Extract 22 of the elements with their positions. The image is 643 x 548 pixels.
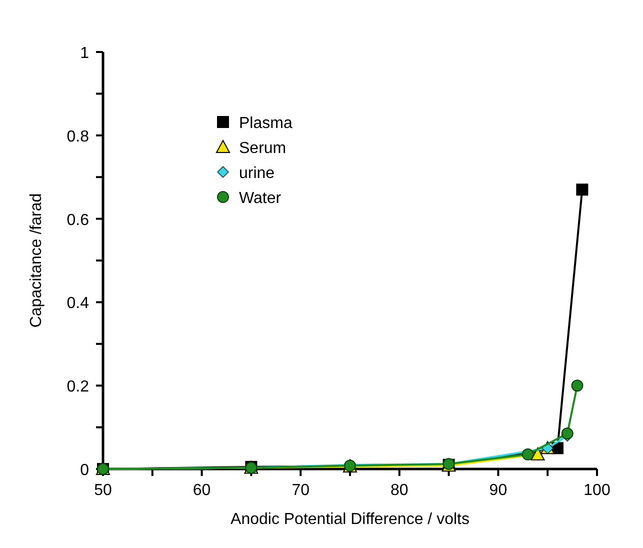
point <box>530 447 545 460</box>
x-tick-label: 80 <box>390 482 408 499</box>
y-tick-label: 0.6 <box>66 212 90 229</box>
x-axis-title: Anodic Potential Difference / volts <box>230 511 470 528</box>
point <box>571 380 584 392</box>
y-tick-label: 0.8 <box>66 128 90 146</box>
point <box>522 448 534 460</box>
x-tick-label: 50 <box>94 482 112 499</box>
y-tick-label: 0.2 <box>66 378 90 396</box>
x-tick-label: 100 <box>584 482 610 499</box>
legend-label: Serum <box>239 140 286 157</box>
y-axis-title: Capacitance /farad <box>28 193 45 328</box>
y-tick-label: 0 <box>80 462 90 479</box>
legend-label: Water <box>239 190 282 207</box>
x-tick-label: 60 <box>192 482 211 499</box>
y-tick-label: 0.4 <box>66 295 90 312</box>
y-tick-label: 1 <box>80 45 90 62</box>
x-tick-label: 90 <box>489 482 508 499</box>
legend-label: Plasma <box>239 115 292 132</box>
x-tick-label: 70 <box>292 482 310 499</box>
legend-label: urine <box>239 165 275 182</box>
point <box>576 184 588 196</box>
